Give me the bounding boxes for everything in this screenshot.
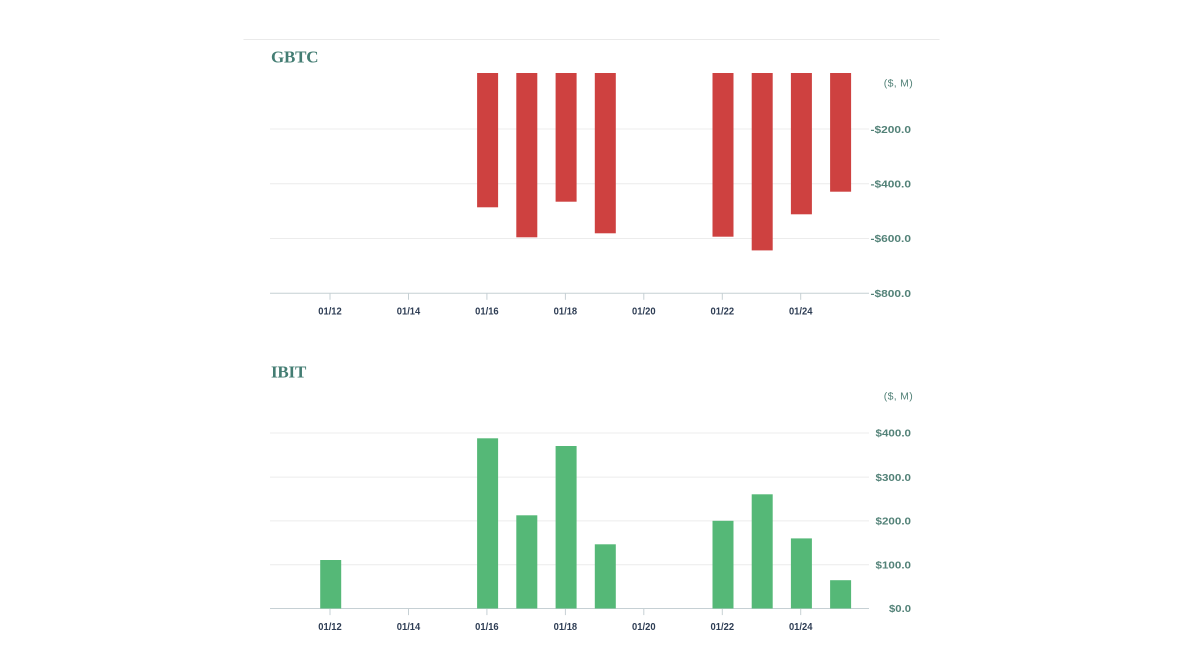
svg-text:01/12: 01/12 (318, 306, 342, 318)
svg-text:-$600.0: -$600.0 (871, 234, 912, 245)
svg-text:01/18: 01/18 (554, 306, 578, 318)
svg-text:$100.0: $100.0 (876, 561, 912, 572)
svg-text:01/24: 01/24 (789, 306, 813, 318)
svg-text:GBTC: GBTC (271, 48, 318, 67)
svg-text:01/24: 01/24 (789, 621, 813, 633)
svg-text:-$400.0: -$400.0 (871, 180, 912, 191)
svg-text:IBIT: IBIT (271, 362, 307, 381)
svg-text:01/16: 01/16 (475, 621, 499, 633)
svg-text:$300.0: $300.0 (876, 473, 912, 484)
svg-text:01/20: 01/20 (632, 621, 656, 633)
svg-text:01/12: 01/12 (318, 621, 342, 633)
svg-text:01/16: 01/16 (475, 306, 499, 318)
svg-text:($, M): ($, M) (884, 390, 913, 402)
svg-text:01/22: 01/22 (711, 621, 735, 633)
svg-text:-$200.0: -$200.0 (871, 125, 912, 136)
svg-text:01/20: 01/20 (632, 306, 656, 318)
svg-text:$400.0: $400.0 (876, 429, 912, 440)
svg-text:-$800.0: -$800.0 (871, 289, 912, 300)
svg-text:01/18: 01/18 (554, 621, 578, 633)
svg-text:01/14: 01/14 (397, 306, 421, 318)
svg-text:($, M): ($, M) (884, 78, 913, 90)
svg-text:$200.0: $200.0 (876, 517, 912, 528)
svg-text:01/14: 01/14 (397, 621, 421, 633)
svg-text:$0.0: $0.0 (889, 604, 911, 615)
svg-text:01/22: 01/22 (711, 306, 735, 318)
